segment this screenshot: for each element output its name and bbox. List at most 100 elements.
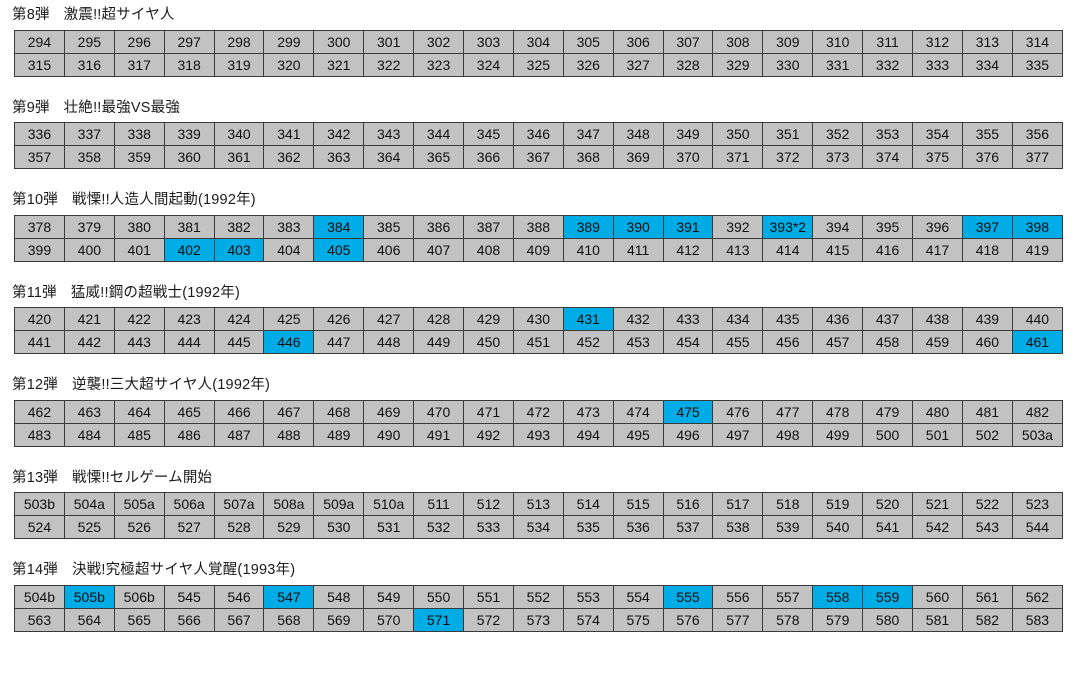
card-cell[interactable]: 329 <box>712 52 764 77</box>
card-cell-highlighted[interactable]: 555 <box>662 584 714 609</box>
card-cell[interactable]: 432 <box>612 307 664 331</box>
card-cell-highlighted[interactable]: 571 <box>413 607 465 632</box>
card-cell[interactable]: 394 <box>812 214 864 239</box>
card-cell[interactable]: 444 <box>163 330 215 354</box>
card-cell[interactable]: 406 <box>363 237 415 262</box>
card-cell[interactable]: 471 <box>463 399 514 424</box>
card-cell[interactable]: 395 <box>862 214 914 239</box>
card-cell[interactable]: 534 <box>512 515 564 539</box>
card-cell[interactable]: 378 <box>14 214 65 239</box>
card-cell[interactable]: 556 <box>712 584 764 609</box>
card-cell[interactable]: 517 <box>712 492 764 516</box>
card-cell[interactable]: 333 <box>912 52 963 77</box>
card-cell[interactable]: 350 <box>712 122 764 146</box>
card-cell[interactable]: 328 <box>662 52 714 77</box>
card-cell[interactable]: 416 <box>862 237 914 262</box>
card-cell[interactable]: 484 <box>63 422 115 447</box>
card-cell-highlighted[interactable]: 446 <box>263 330 315 354</box>
card-cell[interactable]: 466 <box>213 399 265 424</box>
card-cell[interactable]: 396 <box>912 214 963 239</box>
card-cell[interactable]: 448 <box>363 330 415 354</box>
card-cell-highlighted[interactable]: 384 <box>313 214 365 239</box>
card-cell[interactable]: 530 <box>313 515 365 539</box>
card-cell[interactable]: 472 <box>512 399 564 424</box>
card-cell[interactable]: 572 <box>463 607 514 632</box>
card-cell[interactable]: 490 <box>363 422 415 447</box>
card-cell[interactable]: 359 <box>113 145 165 169</box>
card-cell-highlighted[interactable]: 393*2 <box>762 214 814 239</box>
card-cell[interactable]: 414 <box>762 237 814 262</box>
card-cell[interactable]: 339 <box>163 122 215 146</box>
card-cell[interactable]: 420 <box>14 307 65 331</box>
card-cell[interactable]: 407 <box>413 237 465 262</box>
card-cell[interactable]: 438 <box>912 307 963 331</box>
card-cell[interactable]: 308 <box>712 29 764 54</box>
card-cell[interactable]: 573 <box>512 607 564 632</box>
card-cell[interactable]: 306 <box>612 29 664 54</box>
card-cell[interactable]: 502 <box>961 422 1013 447</box>
card-cell[interactable]: 336 <box>14 122 65 146</box>
card-cell[interactable]: 503a <box>1011 422 1064 447</box>
card-cell[interactable]: 335 <box>1011 52 1064 77</box>
card-cell[interactable]: 519 <box>812 492 864 516</box>
card-cell[interactable]: 326 <box>562 52 614 77</box>
card-cell[interactable]: 538 <box>712 515 764 539</box>
card-cell[interactable]: 579 <box>812 607 864 632</box>
card-cell[interactable]: 422 <box>113 307 165 331</box>
card-cell[interactable]: 411 <box>612 237 664 262</box>
card-cell[interactable]: 549 <box>363 584 415 609</box>
card-cell[interactable]: 550 <box>413 584 465 609</box>
card-cell[interactable]: 459 <box>912 330 963 354</box>
card-cell[interactable]: 449 <box>413 330 465 354</box>
card-cell[interactable]: 511 <box>413 492 465 516</box>
card-cell[interactable]: 382 <box>213 214 265 239</box>
card-cell[interactable]: 476 <box>712 399 764 424</box>
card-cell[interactable]: 521 <box>912 492 963 516</box>
card-cell[interactable]: 557 <box>762 584 814 609</box>
card-cell-highlighted[interactable]: 397 <box>961 214 1013 239</box>
card-cell[interactable]: 563 <box>14 607 65 632</box>
card-cell[interactable]: 518 <box>762 492 814 516</box>
card-cell[interactable]: 300 <box>313 29 365 54</box>
card-cell-highlighted[interactable]: 547 <box>263 584 315 609</box>
card-cell[interactable]: 479 <box>862 399 914 424</box>
card-cell[interactable]: 569 <box>313 607 365 632</box>
card-cell[interactable]: 575 <box>612 607 664 632</box>
card-cell[interactable]: 492 <box>463 422 514 447</box>
card-cell[interactable]: 353 <box>862 122 914 146</box>
card-cell[interactable]: 302 <box>413 29 465 54</box>
card-cell[interactable]: 564 <box>63 607 115 632</box>
card-cell[interactable]: 551 <box>463 584 514 609</box>
card-cell[interactable]: 460 <box>961 330 1013 354</box>
card-cell[interactable]: 388 <box>512 214 564 239</box>
card-cell[interactable]: 341 <box>263 122 315 146</box>
card-cell[interactable]: 428 <box>413 307 465 331</box>
card-cell[interactable]: 529 <box>263 515 315 539</box>
card-cell[interactable]: 508a <box>263 492 315 516</box>
card-cell[interactable]: 562 <box>1011 584 1064 609</box>
card-cell[interactable]: 346 <box>512 122 564 146</box>
card-cell[interactable]: 417 <box>912 237 963 262</box>
card-cell[interactable]: 499 <box>812 422 864 447</box>
card-cell[interactable]: 570 <box>363 607 415 632</box>
card-cell[interactable]: 520 <box>862 492 914 516</box>
card-cell[interactable]: 463 <box>63 399 115 424</box>
card-cell[interactable]: 565 <box>113 607 165 632</box>
card-cell[interactable]: 443 <box>113 330 165 354</box>
card-cell[interactable]: 467 <box>263 399 315 424</box>
card-cell[interactable]: 421 <box>63 307 115 331</box>
card-cell[interactable]: 531 <box>363 515 415 539</box>
card-cell[interactable]: 468 <box>313 399 365 424</box>
card-cell[interactable]: 425 <box>263 307 315 331</box>
card-cell[interactable]: 351 <box>762 122 814 146</box>
card-cell[interactable]: 483 <box>14 422 65 447</box>
card-cell[interactable]: 480 <box>912 399 963 424</box>
card-cell[interactable]: 496 <box>662 422 714 447</box>
card-cell[interactable]: 366 <box>463 145 514 169</box>
card-cell[interactable]: 504b <box>14 584 65 609</box>
card-cell[interactable]: 509a <box>313 492 365 516</box>
card-cell[interactable]: 315 <box>14 52 65 77</box>
card-cell[interactable]: 387 <box>463 214 514 239</box>
card-cell[interactable]: 323 <box>413 52 465 77</box>
card-cell[interactable]: 303 <box>463 29 514 54</box>
